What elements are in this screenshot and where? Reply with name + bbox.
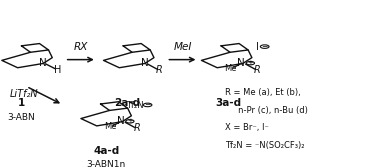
Text: N: N <box>237 58 245 68</box>
Text: RX: RX <box>74 42 88 52</box>
Text: Tf₂N = ⁻N(SO₂CF₃)₂: Tf₂N = ⁻N(SO₂CF₃)₂ <box>225 141 304 150</box>
Text: 4a-d: 4a-d <box>93 146 119 156</box>
Text: R: R <box>254 65 260 75</box>
Text: R: R <box>156 65 163 75</box>
Text: 2a-d: 2a-d <box>114 98 140 108</box>
Text: N: N <box>39 58 47 68</box>
Text: R: R <box>133 123 140 133</box>
Text: 3a-d: 3a-d <box>215 98 242 108</box>
Text: R = Me (a), Et (b),: R = Me (a), Et (b), <box>225 88 301 97</box>
Text: H: H <box>54 65 61 75</box>
Text: +: + <box>127 118 133 124</box>
Text: −: − <box>144 100 151 109</box>
Text: Me: Me <box>104 122 116 131</box>
Text: I: I <box>257 42 259 52</box>
Text: LiTf₂N: LiTf₂N <box>10 89 39 99</box>
Text: Me: Me <box>225 64 237 73</box>
Text: 3-ABN1n: 3-ABN1n <box>87 160 126 168</box>
Text: 1: 1 <box>18 98 25 108</box>
Text: +: + <box>248 60 253 66</box>
Text: X = Br⁻, I⁻: X = Br⁻, I⁻ <box>225 123 269 132</box>
Text: N: N <box>141 58 149 68</box>
Text: MeI: MeI <box>173 42 192 52</box>
Text: Tf₂N: Tf₂N <box>125 101 143 110</box>
Text: n-Pr (c), n-Bu (d): n-Pr (c), n-Bu (d) <box>225 106 308 115</box>
Text: 3-ABN: 3-ABN <box>8 113 35 121</box>
Text: −: − <box>262 42 268 51</box>
Text: N: N <box>116 116 124 126</box>
